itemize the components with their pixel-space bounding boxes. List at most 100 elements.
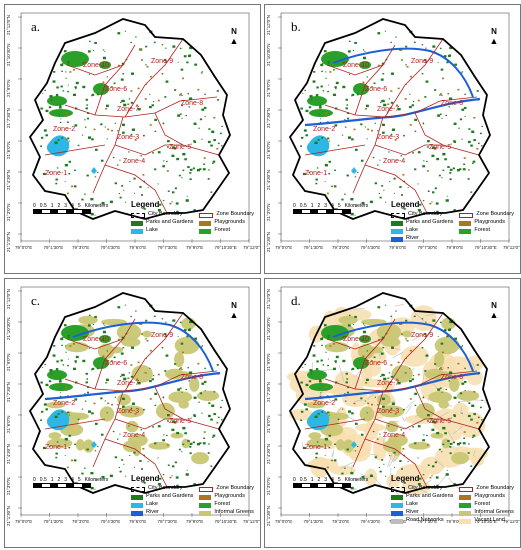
legend-swatch <box>391 518 403 524</box>
x-tick-label: 79°12'0"E <box>503 245 521 250</box>
legend: Legend City Boundary Zone Boundary Parks an… <box>131 475 254 517</box>
y-tick-label: 21°7'30"N <box>6 107 11 128</box>
y-tick-label: 21°3'0"N <box>266 477 271 495</box>
y-tick-label: 21°6'0"N <box>266 415 271 433</box>
legend-swatch <box>391 228 403 234</box>
scale-bar-graphic <box>33 209 91 214</box>
scale-tick-label: 3 <box>64 477 68 483</box>
x-tick-label: 79°6'0"E <box>129 245 147 250</box>
zone-label: Zone-8 <box>441 374 463 381</box>
map-panel-b: Zone-1 Zone-2 Zone-3 Zone-4 Zone-5 Zone-6 Zone… <box>264 4 521 274</box>
y-tick-label: 21°12'0"N <box>6 288 11 309</box>
lake-shape <box>306 135 330 157</box>
scale-tick-label: 4 <box>331 477 334 483</box>
legend-item-parks: Parks and Gardens <box>131 219 193 227</box>
legend-item-river: River <box>131 509 193 517</box>
y-tick-label: 21°10'30"N <box>6 43 11 66</box>
legend-item-lake: Lake <box>131 501 193 509</box>
zone-label: Zone-4 <box>383 432 405 439</box>
legend-label: River <box>406 509 419 516</box>
x-tick-label: 79°0'0"E <box>275 519 293 524</box>
zone-label: Zone-2 <box>313 400 335 407</box>
zone-label: Zone-5 <box>169 144 191 151</box>
scale-bar-graphic <box>293 483 351 488</box>
y-tick-label: 21°9'0"N <box>6 353 11 371</box>
legend-item-lake: Lake <box>391 501 453 509</box>
legend-label: Zone Boundary <box>476 211 514 218</box>
zone-label: Zone-9 <box>151 332 173 339</box>
x-tick-label: 79°1'30"E <box>43 519 64 524</box>
y-tick-label: 21°10'30"N <box>266 43 271 66</box>
zone-label: Zone-1 <box>305 444 327 451</box>
lake-shape <box>46 135 70 157</box>
y-tick-label: 21°4'30"N <box>266 169 271 190</box>
legend-label: Informal Greens <box>474 509 514 516</box>
y-tick-label: 21°6'0"N <box>266 141 271 159</box>
north-label: N <box>231 301 237 310</box>
north-arrow-glyph: ▲ <box>229 36 239 46</box>
zone-label: Zone-8 <box>441 100 463 107</box>
scale-tick-label: 5 <box>337 203 341 209</box>
legend-label: Informal Greens <box>214 509 254 516</box>
legend-label: Playgrounds <box>474 219 505 226</box>
x-tick-label: 79°4'30"E <box>100 519 121 524</box>
legend-swatch <box>131 486 145 492</box>
legend-item-parks: Parks and Gardens <box>391 219 453 227</box>
legend-swatch <box>391 510 403 516</box>
legend-item-river: River <box>391 235 453 243</box>
legend-item-city-boundary: City Boundary <box>391 485 453 493</box>
legend-swatch <box>199 228 212 234</box>
legend-label: City Boundary <box>408 485 443 492</box>
legend-label: Zone Boundary <box>476 485 514 492</box>
x-tick-label: 79°10'30"E <box>214 245 237 250</box>
x-tick-label: 79°1'30"E <box>303 245 324 250</box>
forest-patch <box>47 370 67 380</box>
forest-patch <box>309 383 333 391</box>
y-tick-label: 21°3'0"N <box>266 203 271 221</box>
legend-label: Forest <box>214 501 230 508</box>
legend-title: Legend <box>131 200 160 209</box>
scale-tick-label: 0.5 <box>39 203 47 209</box>
x-tick-label: 79°12'0"E <box>243 519 261 524</box>
legend-item-zone-boundary: Zone Boundary <box>459 211 514 219</box>
scale-bar: 0 0.5 1 2 3 4 5 Kilometers <box>33 203 108 214</box>
zone-label: Zone-3 <box>117 408 139 415</box>
north-arrow-icon: N ▲ <box>227 27 241 46</box>
legend-item-lake: Lake <box>131 227 193 235</box>
north-arrow-icon: N ▲ <box>487 301 501 320</box>
y-tick-label: 21°6'0"N <box>6 141 11 159</box>
y-tick-label: 21°1'30"N <box>6 231 11 252</box>
legend-label: Parks and Gardens <box>146 219 194 226</box>
legend-swatch <box>391 502 403 508</box>
forest-patch <box>47 96 67 106</box>
scale-tick-label: 0 <box>33 203 36 209</box>
zone-label: Zone-1 <box>45 170 67 177</box>
legend-label: Road Networks <box>406 517 444 524</box>
legend-label: Playgrounds <box>214 493 245 500</box>
legend-item-river: River <box>391 509 453 517</box>
zone-label: Zone-8 <box>181 100 203 107</box>
legend-item-zone-boundary: Zone Boundary <box>199 485 254 493</box>
zone-label: Zone-10 <box>343 336 369 343</box>
legend-item-city-boundary: City Boundary <box>391 211 453 219</box>
scale-bar-graphic <box>33 483 91 488</box>
legend-label: Parks and Gardens <box>406 219 454 226</box>
map-canvas: Zone-1 Zone-2 Zone-3 Zone-4 Zone-5 Zone-6 Zone… <box>278 12 510 243</box>
zone-label: Zone-3 <box>377 134 399 141</box>
y-tick-label: 21°12'0"N <box>6 14 11 35</box>
scale-tick-label: 2 <box>57 203 61 209</box>
x-tick-label: 79°3'0"E <box>332 519 350 524</box>
scale-tick-label: 4 <box>331 203 334 209</box>
legend-item-city-boundary: City Boundary <box>131 211 193 219</box>
scale-unit: Kilometers <box>84 477 109 483</box>
zone-label: Zone-6 <box>105 360 127 367</box>
legend-swatch <box>459 486 474 492</box>
legend-label: City Boundary <box>408 211 443 218</box>
scale-tick-label: 1 <box>310 477 314 483</box>
x-tick-label: 79°7'30"E <box>417 519 438 524</box>
zone-label: Zone-10 <box>83 62 109 69</box>
y-tick-label: 21°1'30"N <box>6 505 11 526</box>
zone-label: Zone-5 <box>429 144 451 151</box>
legend-item-roads: Road Networks <box>391 517 453 525</box>
legend-label: Lake <box>406 501 418 508</box>
